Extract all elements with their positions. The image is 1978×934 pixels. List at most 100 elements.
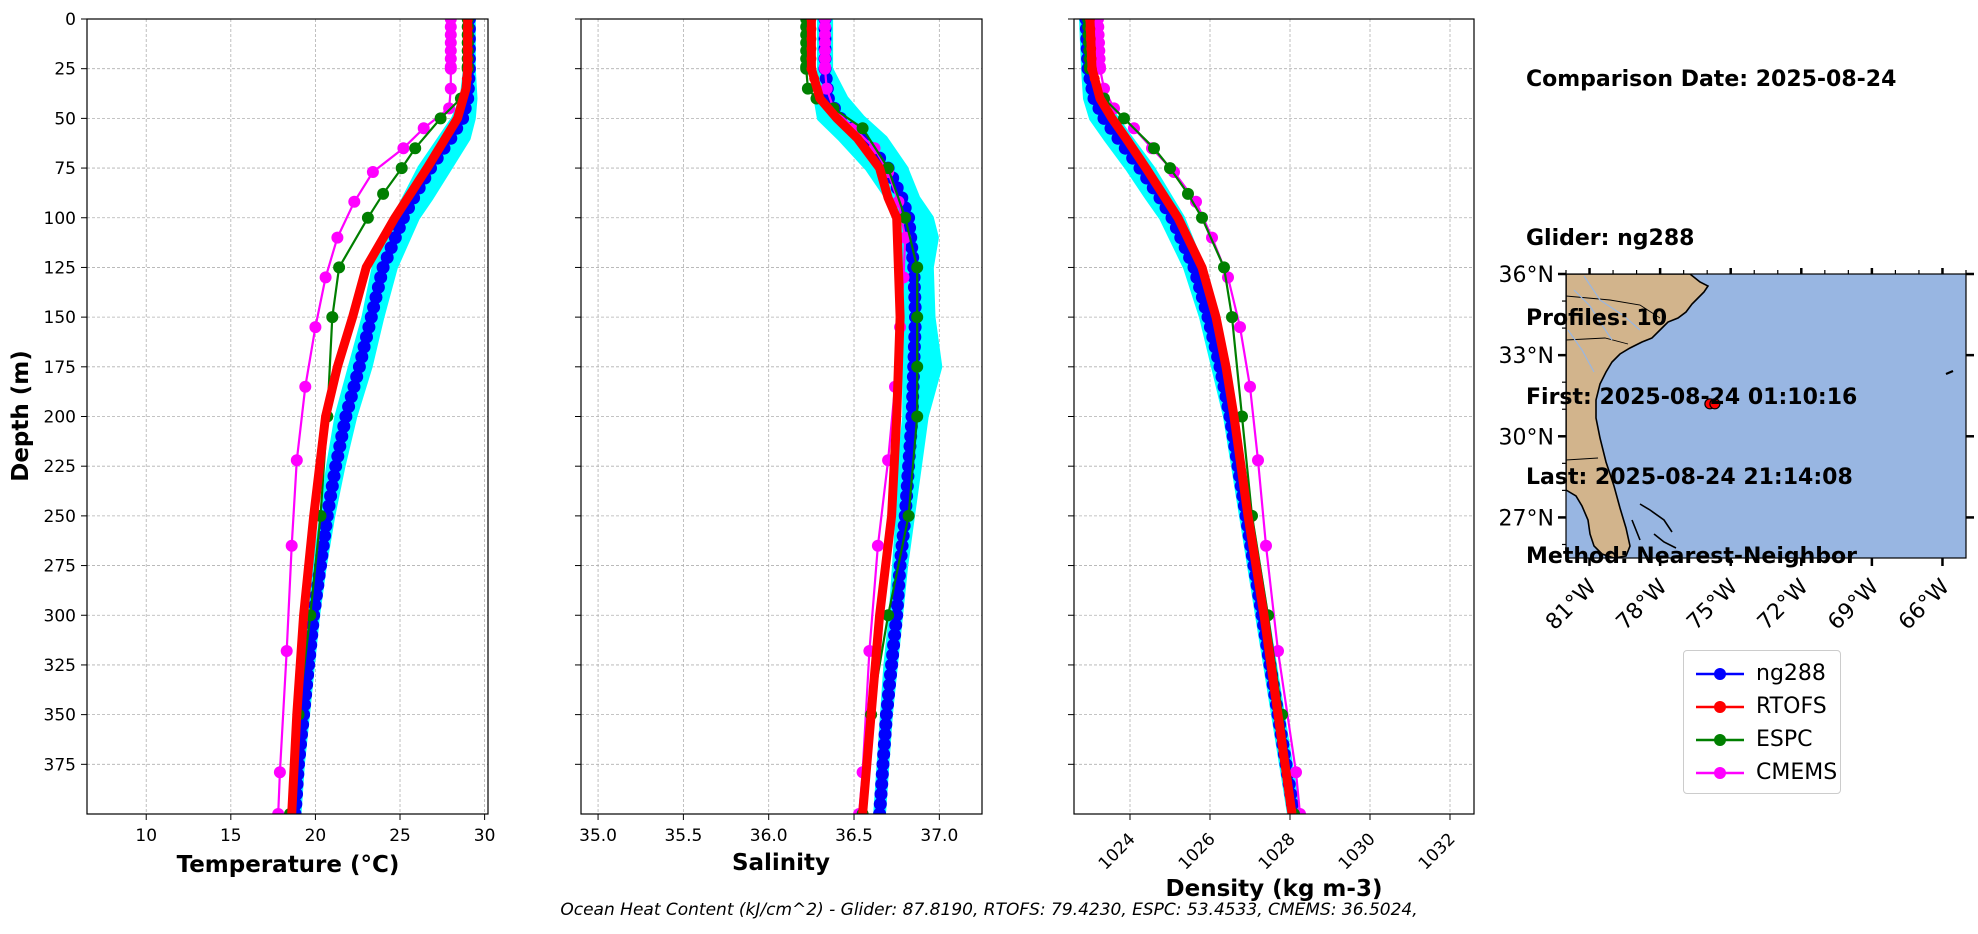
data-point bbox=[874, 787, 888, 801]
data-point bbox=[911, 360, 924, 373]
data-point bbox=[377, 187, 390, 200]
data-point bbox=[380, 251, 394, 264]
series-line bbox=[806, 19, 905, 814]
data-point bbox=[347, 380, 361, 394]
data-point bbox=[1148, 142, 1160, 155]
data-point bbox=[875, 767, 889, 781]
data-point bbox=[409, 142, 422, 155]
legend-item-cmems: CMEMS bbox=[1684, 756, 1840, 789]
data-point bbox=[882, 609, 895, 622]
x-tick-label: 1024 bbox=[1095, 829, 1140, 874]
data-point bbox=[875, 777, 889, 791]
legend-swatch bbox=[1696, 700, 1744, 713]
data-point bbox=[1260, 539, 1272, 552]
series-rtofs bbox=[287, 19, 473, 814]
data-point bbox=[886, 648, 900, 662]
data-point bbox=[908, 320, 922, 334]
legend-label: RTOFS bbox=[1756, 694, 1827, 719]
density-plot bbox=[1079, 19, 1306, 814]
data-point bbox=[801, 82, 814, 95]
data-point bbox=[319, 271, 332, 284]
data-point bbox=[882, 688, 895, 702]
x-tick-label: 1032 bbox=[1415, 829, 1460, 874]
data-point bbox=[324, 489, 338, 503]
data-point bbox=[339, 410, 353, 423]
data-point bbox=[806, 33, 817, 44]
legend-label: ESPC bbox=[1756, 727, 1813, 752]
comparison-date: Comparison Date: 2025-08-24 bbox=[1526, 67, 1897, 92]
temperature-plot bbox=[272, 19, 478, 814]
data-point bbox=[462, 33, 473, 44]
data-point bbox=[856, 122, 869, 135]
x-tick-label: 36.5 bbox=[835, 826, 873, 846]
legend-swatch bbox=[1696, 766, 1744, 779]
data-point bbox=[806, 63, 817, 74]
data-point bbox=[388, 231, 402, 245]
temperature-ticks: 0 25 50 75 100 125 150 175 200 225 250 275 300 325 350… bbox=[44, 10, 496, 846]
data-point bbox=[1182, 187, 1194, 200]
data-point bbox=[1086, 43, 1097, 54]
map-land bbox=[1566, 274, 1710, 558]
x-tick-label: 1028 bbox=[1255, 829, 1300, 874]
map-island bbox=[1653, 533, 1677, 549]
data-point bbox=[384, 241, 398, 255]
lat-tick-label: 27°N bbox=[1499, 506, 1554, 531]
x-tick-label: 37.0 bbox=[920, 826, 958, 846]
data-point bbox=[1244, 380, 1256, 393]
data-point bbox=[819, 62, 831, 75]
data-point bbox=[444, 82, 457, 95]
data-point bbox=[327, 469, 341, 483]
y-tick-label: 375 bbox=[44, 755, 76, 775]
map-state-boundary bbox=[1566, 295, 1661, 319]
x-tick-label: 15 bbox=[220, 826, 242, 846]
data-point bbox=[876, 757, 890, 771]
comparison-info: Comparison Date: 2025-08-24 Glider: ng28… bbox=[1526, 14, 1896, 597]
map-river bbox=[1573, 289, 1613, 341]
y-tick-label: 25 bbox=[54, 60, 76, 80]
data-point bbox=[367, 300, 381, 314]
data-point bbox=[462, 63, 473, 74]
data-point bbox=[299, 380, 312, 393]
data-point bbox=[312, 569, 326, 582]
data-point bbox=[911, 410, 924, 423]
data-point bbox=[883, 678, 896, 692]
data-point bbox=[1234, 321, 1246, 334]
data-point bbox=[1118, 112, 1130, 125]
y-tick-label: 350 bbox=[44, 706, 76, 726]
data-point bbox=[333, 261, 346, 274]
x-tick-label: 10 bbox=[135, 826, 157, 846]
data-point bbox=[355, 350, 369, 364]
x-tick-label: 36.0 bbox=[750, 826, 788, 846]
legend: ng288 RTOFS ESPC CMEMS bbox=[1683, 650, 1841, 794]
data-point bbox=[899, 211, 912, 224]
legend-swatch bbox=[1696, 733, 1744, 746]
data-point bbox=[326, 311, 339, 324]
data-point bbox=[364, 310, 378, 324]
data-point bbox=[417, 122, 430, 135]
last-profile-time: Last: 2025-08-24 21:14:08 bbox=[1526, 464, 1853, 490]
data-point bbox=[877, 737, 891, 751]
data-point bbox=[1226, 311, 1238, 324]
data-point bbox=[885, 658, 899, 672]
data-point bbox=[1089, 73, 1100, 84]
data-point bbox=[809, 73, 820, 84]
data-point bbox=[371, 280, 385, 294]
data-point bbox=[348, 195, 361, 208]
data-point bbox=[374, 270, 388, 284]
data-point bbox=[331, 231, 344, 244]
data-point bbox=[888, 628, 902, 642]
y-tick-label: 75 bbox=[54, 159, 76, 179]
data-point bbox=[1087, 63, 1097, 74]
legend-label: CMEMS bbox=[1756, 760, 1838, 785]
data-point bbox=[889, 618, 903, 632]
map-island bbox=[1631, 519, 1641, 541]
y-tick-label: 100 bbox=[44, 209, 76, 229]
first-profile-time: First: 2025-08-24 01:10:16 bbox=[1526, 385, 1858, 410]
data-point bbox=[890, 598, 904, 612]
data-point bbox=[1252, 454, 1264, 467]
map-island bbox=[1945, 369, 1954, 376]
x-tick-label: 25 bbox=[389, 826, 411, 846]
legend-label: ng288 bbox=[1756, 661, 1826, 686]
data-point bbox=[462, 19, 473, 24]
data-point bbox=[878, 728, 892, 741]
